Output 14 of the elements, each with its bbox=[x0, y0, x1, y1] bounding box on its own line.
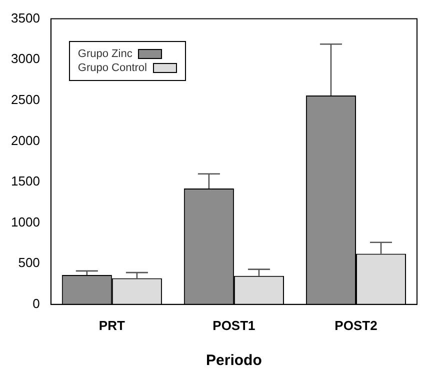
legend-label: Grupo Zinc bbox=[78, 46, 132, 61]
y-tick-label: 2000 bbox=[11, 132, 40, 148]
x-axis-title: Periodo bbox=[206, 352, 262, 370]
y-tick-label: 1500 bbox=[11, 174, 40, 189]
y-tick-label: 3000 bbox=[11, 51, 40, 66]
legend-label: Grupo Control bbox=[78, 60, 147, 75]
x-tick-label: POST1 bbox=[212, 318, 256, 333]
y-tick-label: 0 bbox=[32, 296, 40, 311]
x-tick-label: PRT bbox=[98, 318, 125, 333]
x-tick-label: POST2 bbox=[334, 318, 378, 333]
y-tick-label: 1000 bbox=[11, 214, 40, 230]
y-tick-label: 3500 bbox=[11, 10, 40, 26]
y-tick-label: 500 bbox=[18, 255, 40, 270]
y-tick-label: 2500 bbox=[11, 92, 40, 107]
